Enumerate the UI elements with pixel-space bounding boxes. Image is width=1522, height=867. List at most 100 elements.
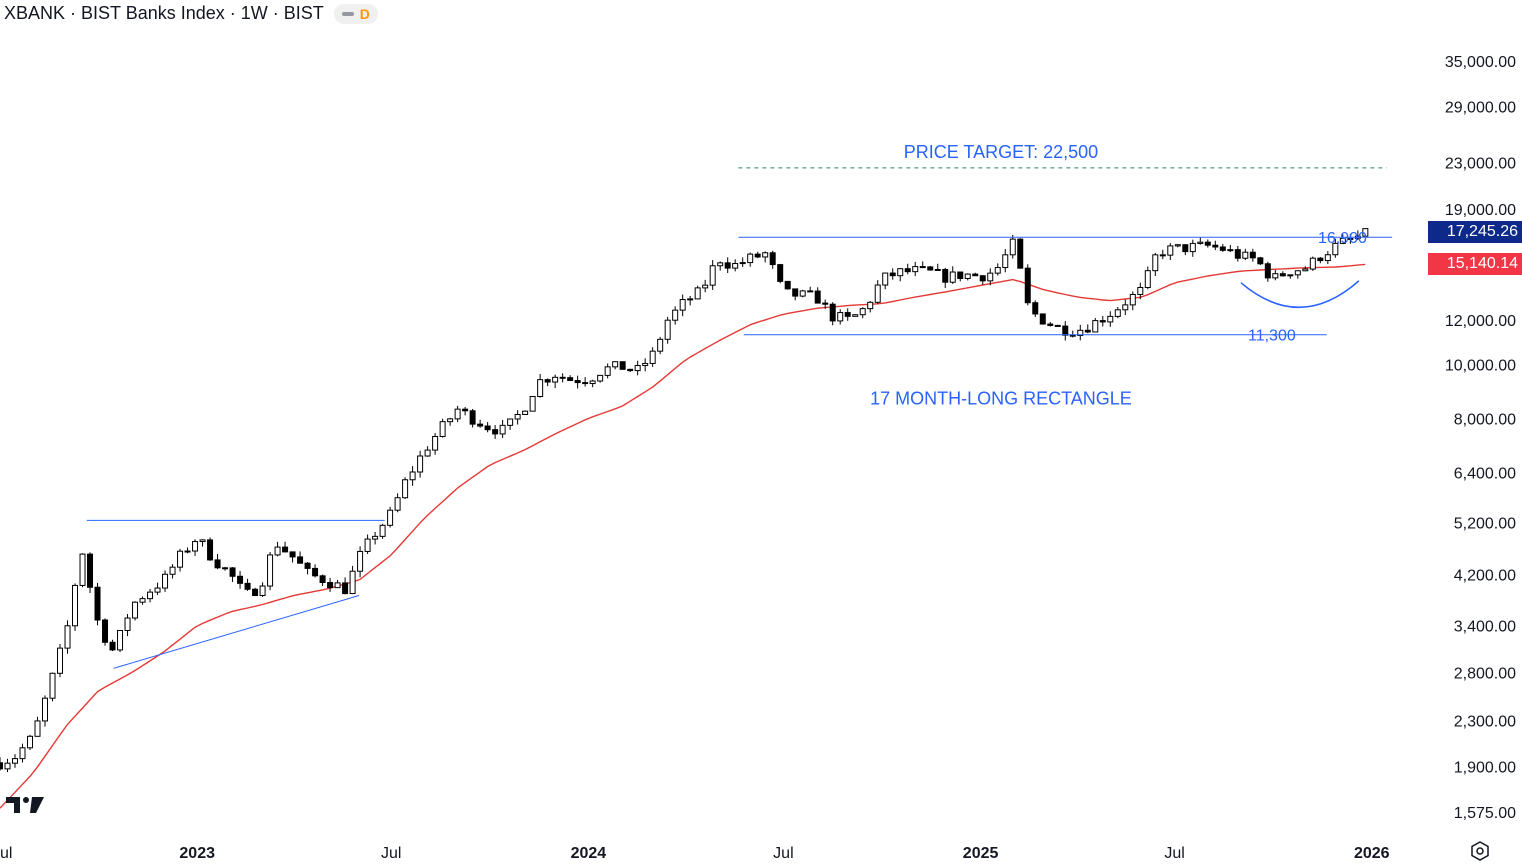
candle <box>304 562 311 575</box>
candle-body <box>1264 263 1271 279</box>
candle <box>394 493 401 513</box>
candle-body <box>1219 246 1226 251</box>
candle-body <box>364 538 371 552</box>
candle-body <box>792 288 799 297</box>
candle-body <box>1092 320 1099 333</box>
candle-body <box>124 617 131 631</box>
candle <box>627 368 634 373</box>
candle-body <box>1347 237 1354 240</box>
candle-body <box>1324 254 1331 262</box>
price-target-label: PRICE TARGET: 22,500 <box>904 142 1098 162</box>
candle <box>687 295 694 306</box>
candle-body <box>852 314 859 317</box>
candle-body <box>372 535 379 540</box>
candle-body <box>987 272 994 282</box>
candle-body <box>762 252 769 258</box>
tradingview-logo-icon[interactable] <box>6 795 46 820</box>
candle <box>1227 245 1234 253</box>
candle <box>1159 249 1166 260</box>
price-axis-label: 29,000.00 <box>1445 99 1516 116</box>
interval-badge[interactable]: D <box>333 3 378 24</box>
candle-body <box>199 539 206 543</box>
candle-body <box>177 550 184 568</box>
candle-body <box>64 625 71 649</box>
candle <box>904 263 911 275</box>
candle-body <box>1204 241 1211 246</box>
candle-body <box>822 302 829 305</box>
candle-body <box>492 429 499 435</box>
candle <box>1017 238 1024 269</box>
candle-body <box>1114 309 1121 317</box>
candle-body <box>102 619 109 643</box>
candle-body <box>657 338 664 352</box>
candle-body <box>312 567 319 577</box>
candle <box>447 417 454 426</box>
candle <box>109 639 116 652</box>
price-axis-label: 4,200.00 <box>1454 567 1516 584</box>
candle <box>582 377 589 387</box>
candle <box>462 406 469 416</box>
candle-body <box>1152 254 1159 272</box>
candle-body <box>777 264 784 282</box>
candle-body <box>604 366 611 376</box>
candle-body <box>387 509 394 526</box>
candle-body <box>979 275 986 282</box>
candle <box>1092 318 1099 333</box>
candle <box>79 553 86 588</box>
candle <box>87 552 94 593</box>
candle-body <box>1197 241 1204 244</box>
candle <box>694 285 701 300</box>
candle-body <box>619 361 626 370</box>
candle-body <box>844 312 851 317</box>
candle-body <box>949 271 956 283</box>
candle <box>919 261 926 269</box>
candle <box>777 263 784 284</box>
candle-body <box>717 262 724 267</box>
candle-body <box>1287 274 1294 277</box>
candle <box>312 564 319 578</box>
candle <box>844 308 851 321</box>
candle-body <box>1054 324 1061 327</box>
candle <box>552 374 559 389</box>
candle-body <box>192 541 199 552</box>
candle-body <box>1129 293 1136 306</box>
candle <box>754 251 761 259</box>
candle <box>27 734 34 751</box>
candle-body <box>379 524 386 537</box>
candle-body <box>12 758 19 764</box>
candle-body <box>679 299 686 311</box>
candle-body <box>222 567 229 570</box>
candle-body <box>1107 315 1114 323</box>
moving-average-line <box>0 263 1366 809</box>
candle <box>769 250 776 269</box>
candle <box>1212 240 1219 251</box>
candle-body <box>409 471 416 481</box>
settings-gear-icon[interactable] <box>1469 840 1491 867</box>
candle-body <box>1017 238 1024 269</box>
candle <box>94 582 101 626</box>
candle <box>649 347 656 367</box>
price-axis[interactable]: 35,000.00 29,000.00 23,000.00 19,000.00 12,0… <box>1445 54 1516 822</box>
candle <box>1234 245 1241 262</box>
candle-body <box>94 586 101 621</box>
candle-body <box>439 421 446 437</box>
candle <box>327 577 334 592</box>
candle-body <box>289 551 296 558</box>
candle <box>222 566 229 571</box>
candle <box>874 280 881 304</box>
symbol-title[interactable]: XBANK · BIST Banks Index · 1W · BIST <box>4 3 324 23</box>
price-axis-label: 1,575.00 <box>1454 805 1516 822</box>
candle <box>387 506 394 528</box>
time-axis[interactable]: Jul 2023 Jul 2024 Jul 2025 Jul 2026 <box>0 845 1390 862</box>
candle <box>912 261 919 277</box>
candle-body <box>919 266 926 269</box>
candle-body <box>912 266 919 273</box>
time-axis-label: 2026 <box>1354 845 1390 862</box>
candle-body <box>522 410 529 415</box>
candle <box>289 551 296 563</box>
annotation-layer: PRICE TARGET: 22,500 16,900 11,300 17 MONTH… <box>86 142 1393 669</box>
candle-body <box>1002 254 1009 269</box>
candle-body <box>747 253 754 264</box>
candle <box>12 754 19 768</box>
